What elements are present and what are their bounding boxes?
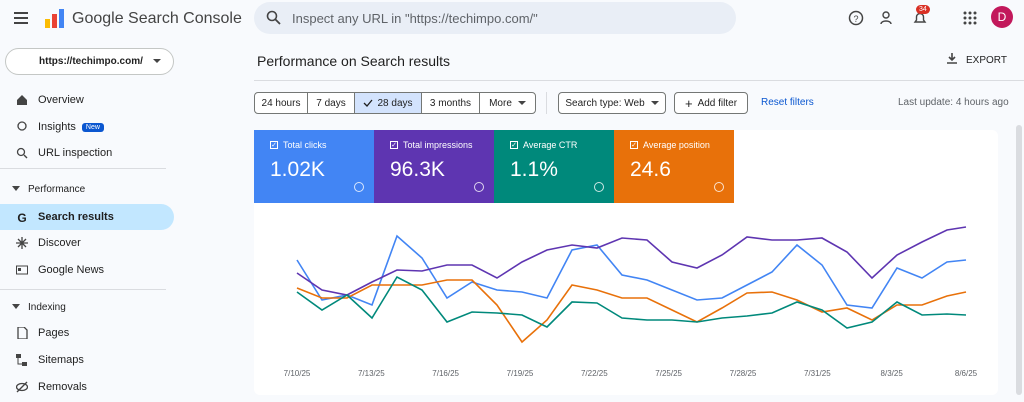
- nav-item[interactable]: Removals: [16, 374, 87, 400]
- reset-filters[interactable]: Reset filters: [761, 97, 814, 108]
- help-icon[interactable]: ?: [848, 10, 864, 26]
- svg-text:G: G: [17, 211, 26, 223]
- impressions-line: [296, 226, 967, 296]
- section-title: Indexing: [28, 301, 66, 313]
- metric-value: 1.1%: [510, 158, 558, 181]
- property-selector[interactable]: https://techimpo.com/: [5, 48, 174, 75]
- scrollbar: [1016, 125, 1022, 395]
- divider: [546, 92, 547, 114]
- nav-item[interactable]: URL inspection: [16, 140, 112, 166]
- x-axis-label: 7/22/25: [580, 369, 608, 378]
- help-icon: [714, 182, 724, 192]
- apps-icon[interactable]: [963, 11, 977, 25]
- new-badge: New: [81, 122, 104, 132]
- product-name: Google Search Console: [72, 10, 242, 27]
- x-axis-label: 7/19/25: [506, 369, 534, 378]
- divider: [0, 289, 166, 290]
- export-button[interactable]: EXPORT: [966, 55, 1007, 66]
- metric-label: ✓ Average CTR: [510, 140, 578, 150]
- range-button-selected[interactable]: 28 days: [354, 92, 422, 114]
- x-axis-label: 7/25/25: [655, 369, 683, 378]
- nav-label: Overview: [38, 94, 84, 106]
- metric-tile[interactable]: ✓ Total clicks 1.02K: [254, 130, 374, 203]
- section-header[interactable]: Performance: [12, 176, 85, 202]
- x-axis-label: 7/31/25: [803, 369, 831, 378]
- metric-value: 96.3K: [390, 158, 445, 181]
- nav-item[interactable]: Sitemaps: [16, 347, 84, 373]
- nav-item[interactable]: G Search results: [16, 204, 114, 230]
- metric-label: ✓ Total impressions: [390, 140, 473, 150]
- metric-label: ✓ Total clicks: [270, 140, 327, 150]
- position-line: [296, 279, 967, 344]
- x-axis-label: 7/16/25: [432, 369, 460, 378]
- nav-item[interactable]: Overview: [16, 87, 84, 113]
- url-inspect-search[interactable]: Inspect any URL in "https://techimpo.com…: [254, 2, 736, 34]
- help-icon: [474, 182, 484, 192]
- search-type-filter[interactable]: Search type: Web: [558, 92, 666, 114]
- checkbox: ✓: [510, 141, 518, 149]
- nav-label: Sitemaps: [38, 354, 84, 366]
- nav-item[interactable]: Discover: [16, 230, 81, 256]
- x-axis-label: 8/6/25: [954, 369, 978, 378]
- filter-label: Add filter: [697, 97, 738, 109]
- export-icon: [947, 53, 957, 64]
- divider: [254, 80, 1024, 81]
- range-button[interactable]: More: [479, 92, 536, 114]
- nav-label: Insights: [38, 121, 76, 133]
- nav-label: Pages: [38, 327, 70, 339]
- users-icon[interactable]: [880, 10, 896, 26]
- search-icon: [266, 10, 281, 25]
- x-axis-label: 7/13/25: [357, 369, 385, 378]
- nav-label: Discover: [38, 237, 81, 249]
- metric-tile[interactable]: ✓ Average CTR 1.1%: [494, 130, 614, 203]
- x-axis-label: 7/10/25: [283, 369, 311, 378]
- metric-value: 24.6: [630, 158, 671, 181]
- metric-tile[interactable]: ✓ Total impressions 96.3K: [374, 130, 494, 203]
- checkbox: ✓: [390, 141, 398, 149]
- clicks-line: [296, 234, 967, 309]
- help-icon: [594, 182, 604, 192]
- x-axis-label: 8/3/25: [880, 369, 903, 378]
- dropdown-arrow: [153, 59, 161, 63]
- metric-tile[interactable]: ✓ Average position 24.6: [614, 130, 734, 203]
- range-label: 28 days: [377, 97, 413, 109]
- notification-badge: 34: [916, 5, 930, 14]
- selected-highlight: [0, 204, 174, 230]
- filter-label: Search type: Web: [565, 97, 645, 109]
- menu-icon[interactable]: [14, 11, 30, 25]
- nav-item[interactable]: Google News: [16, 257, 104, 283]
- nav-item[interactable]: Insights New: [16, 114, 104, 140]
- nav-label: Search results: [38, 211, 114, 223]
- nav-item[interactable]: Pages: [16, 320, 69, 346]
- ctr-line: [296, 275, 967, 329]
- section-title: Performance: [28, 183, 86, 195]
- metric-label: ✓ Average position: [630, 140, 710, 150]
- avatar[interactable]: D: [991, 6, 1013, 28]
- divider: [0, 168, 166, 169]
- checkbox: ✓: [270, 141, 278, 149]
- svg-text:?: ?: [853, 14, 858, 24]
- x-axis-label: 7/28/25: [729, 369, 757, 378]
- metric-value: 1.02K: [270, 158, 325, 181]
- checkbox: ✓: [630, 141, 638, 149]
- nav-label: Google News: [38, 264, 105, 276]
- range-label: More: [489, 97, 512, 109]
- add-filter-button[interactable]: + Add filter: [674, 92, 748, 114]
- nav-label: Removals: [38, 381, 87, 393]
- section-header[interactable]: Indexing: [12, 294, 66, 320]
- page-title: Performance on Search results: [257, 53, 450, 69]
- help-icon: [354, 182, 364, 192]
- nav-label: URL inspection: [38, 147, 113, 159]
- logo: [45, 9, 64, 28]
- last-update: Last update: 4 hours ago: [898, 97, 1009, 108]
